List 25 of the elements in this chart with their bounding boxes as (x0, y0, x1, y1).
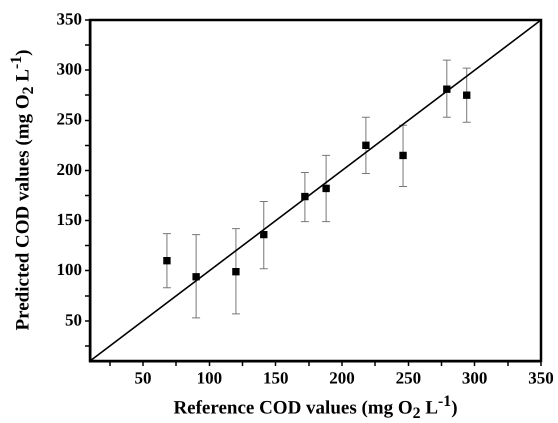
point (260, 230, 268, 238)
y-tick-label: 150 (56, 210, 82, 229)
x-tick-label: 100 (196, 368, 222, 388)
point (399, 152, 407, 160)
point (362, 142, 370, 150)
x-axis-title: Reference COD values (mg O$_{2}$ L$^{-1}$) (172, 393, 459, 423)
point (232, 268, 240, 276)
x-tick-label: 50 (134, 368, 152, 388)
y-tick-label: 100 (56, 260, 82, 280)
x-tick-label: 200 (329, 368, 355, 388)
point (192, 273, 200, 280)
point (301, 192, 309, 200)
x-tick-label: 350 (528, 368, 554, 388)
x-tick-label: 250 (396, 368, 422, 388)
y-tick-label: 200 (56, 160, 82, 179)
x-tick-label: 150 (262, 368, 288, 388)
y-tick-label: 350 (56, 9, 82, 28)
point (163, 257, 171, 264)
point (443, 86, 451, 93)
y-tick-label: 300 (56, 60, 82, 79)
y-tick-label: 250 (56, 110, 82, 129)
y-tick-label: 50 (65, 310, 82, 330)
point (463, 92, 470, 99)
point (322, 184, 330, 192)
x-tick-label: 300 (462, 368, 488, 388)
